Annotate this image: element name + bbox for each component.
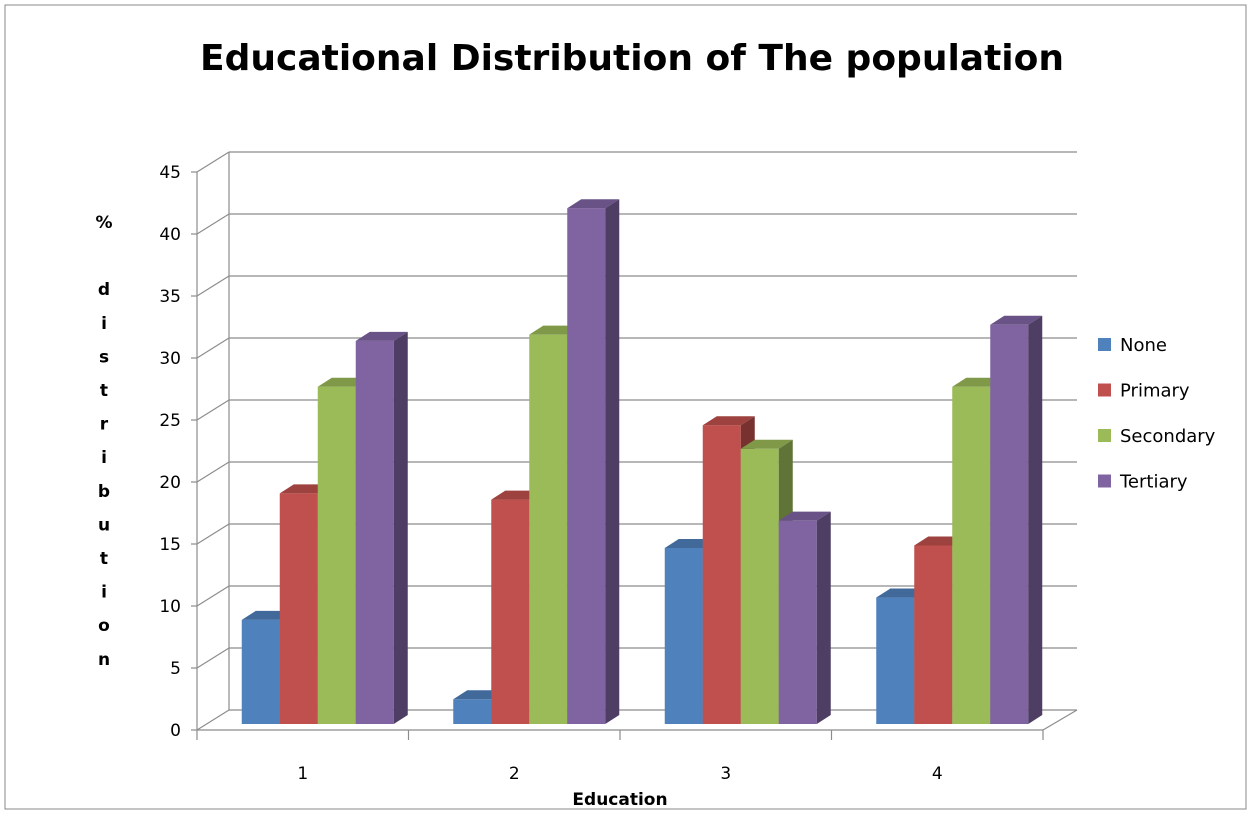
bar: [355, 331, 408, 724]
gridline-depth: [196, 213, 230, 235]
x-tick-label: 2: [509, 764, 520, 784]
y-tick-label: 25: [159, 411, 181, 431]
bar-front-none: [664, 547, 703, 724]
axes: [191, 152, 1078, 740]
y-axis-title-char: n: [98, 650, 110, 670]
y-axis-title-char: u: [98, 515, 110, 535]
y-axis-title-char: t: [100, 549, 108, 569]
y-axis-title-char: r: [100, 415, 109, 435]
bar-front-primary: [491, 499, 530, 724]
bar-top: [702, 416, 755, 426]
bar-top: [355, 331, 408, 341]
legend-swatch-tertiary: [1098, 474, 1111, 488]
y-tick-label: 45: [159, 163, 181, 183]
gridline-depth: [196, 337, 230, 359]
gridline-depth: [196, 709, 230, 731]
bar-front-tertiary: [355, 340, 394, 724]
legend-swatch-secondary: [1098, 429, 1111, 442]
legend: None Primary Secondary Tertiary: [1098, 335, 1216, 493]
y-axis-title-char: i: [101, 314, 107, 334]
y-axis-title-char: s: [99, 347, 109, 367]
bar-front-none: [241, 619, 280, 724]
x-tick-label: 4: [932, 764, 943, 784]
bar-side: [393, 331, 408, 724]
gridline-depth: [196, 523, 230, 545]
y-tick-label: 30: [159, 349, 181, 369]
bar-front-none: [876, 597, 915, 724]
bar-top: [990, 315, 1043, 325]
y-tick-label: 10: [159, 597, 181, 617]
y-axis-title-char: i: [101, 583, 107, 603]
x-tick-label: 3: [720, 764, 731, 784]
gridline-depth: [196, 461, 230, 483]
y-axis-title-char: o: [98, 616, 110, 636]
bar-side: [816, 511, 831, 724]
gridline-depth: [196, 151, 230, 173]
bar: [567, 199, 620, 724]
bar-side: [605, 199, 620, 724]
bar-front-secondary: [317, 386, 356, 724]
chart-title: Educational Distribution of The populati…: [200, 38, 1064, 79]
legend-swatch-primary: [1098, 383, 1111, 397]
y-axis-title-char: d: [98, 280, 110, 300]
bar-top: [778, 511, 831, 521]
bar-front-tertiary: [990, 324, 1029, 724]
bar: [990, 315, 1043, 724]
y-axis-title-char: i: [101, 448, 107, 468]
y-axis-title-char: %: [95, 213, 112, 233]
bar-top: [567, 199, 620, 209]
y-axis-title-char: b: [98, 482, 110, 502]
bar-front-primary: [702, 425, 741, 724]
chart-border: [4, 4, 1247, 810]
bar-front-primary: [279, 493, 318, 724]
bar-top: [740, 439, 793, 449]
bar-front-none: [453, 699, 492, 724]
bars: [241, 199, 1043, 724]
bar-front-primary: [914, 545, 953, 724]
gridline-depth: [196, 647, 230, 669]
legend-label-secondary: Secondary: [1120, 426, 1216, 447]
bar-front-secondary: [952, 386, 991, 724]
tick-labels: 0 5 10 15 20 25 30 35 40 45 1 2 3 4: [159, 163, 942, 784]
x-tick-label: 1: [297, 764, 308, 784]
x-axis-title: Education: [572, 790, 667, 810]
legend-label-none: None: [1120, 335, 1167, 356]
y-tick-label: 40: [159, 225, 181, 245]
legend-label-primary: Primary: [1120, 381, 1190, 402]
bar-side: [1028, 315, 1043, 724]
y-tick-label: 5: [170, 659, 181, 679]
legend-label-tertiary: Tertiary: [1119, 472, 1188, 493]
y-tick-label: 35: [159, 287, 181, 307]
bar: [778, 511, 831, 724]
bar-front-secondary: [740, 448, 779, 724]
gridline-depth: [196, 585, 230, 607]
floor-edge: [1042, 709, 1078, 731]
bar-front-secondary: [529, 334, 568, 724]
bar-front-tertiary: [567, 208, 606, 724]
y-tick-label: 15: [159, 535, 181, 555]
legend-swatch-none: [1098, 338, 1111, 351]
y-tick-label: 0: [170, 721, 181, 741]
gridline-depth: [196, 275, 230, 297]
y-axis-title-char: t: [100, 381, 108, 401]
gridline-depth: [196, 399, 230, 421]
bar-front-tertiary: [778, 520, 817, 724]
y-tick-label: 20: [159, 473, 181, 493]
